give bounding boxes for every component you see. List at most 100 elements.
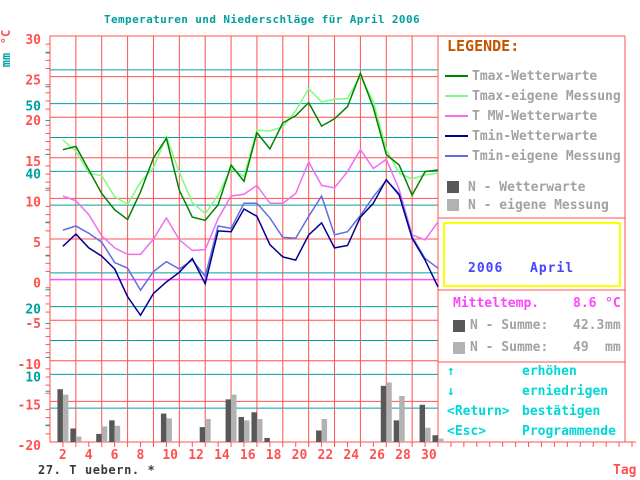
temp-tick-label: 30 <box>25 33 41 48</box>
arrow-up-icon: ↑ <box>447 364 455 379</box>
temp-tick-label: 25 <box>25 74 41 89</box>
precip-wetterwarte-swatch <box>453 319 465 332</box>
temp-tick-label: 20 <box>25 114 41 129</box>
precip-axis-unit-label: mm <box>0 52 14 68</box>
page-title: Temperaturen und Niederschläge für April… <box>103 13 420 26</box>
legend-line-swatch <box>445 135 468 137</box>
series-Tmax-Wetterwarte <box>62 71 439 222</box>
precip-sum-unit: mm <box>605 340 621 355</box>
precip-bar-eigene <box>425 427 431 442</box>
precip-bar-wetterwarte <box>238 416 244 442</box>
precip-sum-value: 42.3 <box>573 318 605 333</box>
temp-tick-label: 15 <box>25 155 41 170</box>
legend-line-swatch <box>445 155 468 157</box>
precip-bar-wetterwarte <box>419 404 426 442</box>
precip-tick-label: 10 <box>25 370 41 385</box>
legend-item-label: Tmax-Wetterwarte <box>472 68 598 84</box>
legend-line-swatch <box>445 75 468 77</box>
precip-bar-wetterwarte <box>70 428 76 442</box>
precip-bar-wetterwarte <box>264 437 270 442</box>
precip-sum-row-wetterwarte: N - Summe: 42.3 mm <box>453 318 623 333</box>
arrow-down-icon: ↓ <box>447 384 455 399</box>
temp-tick-label: -15 <box>18 398 41 413</box>
precip-bar-wetterwarte <box>160 413 167 442</box>
day-tick-label: 28 <box>395 448 411 463</box>
mean-temperature-label: Mitteltemp. <box>453 296 540 311</box>
legend-title: LEGENDE: <box>447 37 520 55</box>
precip-sum-value: 49 <box>573 340 589 355</box>
precip-sum-row-eigene: N - Summe: 49 mm <box>453 340 623 355</box>
day-tick-label: 12 <box>188 448 204 463</box>
precip-bar-eigene <box>231 394 237 442</box>
control-action-label: erniedrigen <box>522 384 609 399</box>
precip-bar-wetterwarte <box>251 412 257 442</box>
control-increase[interactable]: ↑ erhöhen <box>447 364 623 379</box>
legend-item: N - eigene Messung <box>445 197 623 213</box>
mean-temperature-unit: °C <box>605 296 621 311</box>
precip-bar-wetterwarte <box>380 385 387 442</box>
precip-bar-eigene <box>438 438 444 442</box>
precip-bar-wetterwarte <box>199 427 206 442</box>
precip-sum-unit: mm <box>605 318 621 333</box>
temp-tick-label: 5 <box>33 236 41 251</box>
day-tick-label: 8 <box>136 448 144 463</box>
precip-sum-label: N - Summe: <box>470 318 549 333</box>
series-Tmin-Wetterwarte <box>62 178 439 317</box>
period-month[interactable]: April <box>530 261 575 276</box>
day-tick-label: 26 <box>369 448 385 463</box>
series-T MW-Wetterwarte <box>62 148 439 256</box>
precip-bar-wetterwarte <box>96 433 102 442</box>
legend-box-swatch <box>447 181 459 193</box>
precip-sum-label: N - Summe: <box>470 340 549 355</box>
precip-bar-eigene <box>75 436 82 442</box>
legend-item: T MW-Wetterwarte <box>445 108 623 124</box>
precip-bar-eigene <box>114 425 121 442</box>
precip-bar-eigene <box>205 418 211 442</box>
precip-bar-wetterwarte <box>57 389 63 442</box>
legend-item-label: T MW-Wetterwarte <box>472 108 598 124</box>
precip-bar-wetterwarte <box>393 420 400 442</box>
day-tick-label: 22 <box>318 448 334 463</box>
precip-bar-eigene <box>101 426 108 442</box>
precip-bar-wetterwarte <box>225 399 232 442</box>
precip-bar-eigene <box>62 394 69 442</box>
control-action-label: bestätigen <box>522 404 601 419</box>
legend-line-swatch <box>445 115 468 117</box>
control-exit[interactable]: <Esc> Programmende <box>447 424 623 439</box>
legend-line-swatch <box>445 95 468 97</box>
precip-bar-eigene <box>166 418 172 442</box>
legend-item: Tmin-eigene Messung <box>445 148 623 164</box>
control-decrease[interactable]: ↓ erniedrigen <box>447 384 623 399</box>
control-action-label: erhöhen <box>522 364 577 379</box>
day-tick-label: 14 <box>214 448 230 463</box>
legend-item-label: N - Wetterwarte <box>468 179 586 195</box>
period-selector-box[interactable] <box>443 222 621 287</box>
mean-temperature-row: Mitteltemp. 8.6 °C <box>453 296 623 311</box>
day-tick-label: 10 <box>162 448 178 463</box>
period-year[interactable]: 2006 <box>468 261 504 276</box>
precip-eigene-swatch <box>453 341 465 354</box>
legend-item: Tmax-eigene Messung <box>445 88 623 104</box>
control-action-label: Programmende <box>522 424 616 439</box>
control-confirm[interactable]: <Return> bestätigen <box>447 404 623 419</box>
status-bar-text: 27. T uebern. * <box>38 463 156 477</box>
precip-tick-label: 50 <box>25 100 41 115</box>
return-key-label: <Return> <box>447 404 510 419</box>
x-axis-label: Tag <box>613 463 637 478</box>
day-tick-label: 6 <box>111 448 119 463</box>
precip-bar-eigene <box>386 382 392 442</box>
legend-item-label: Tmin-eigene Messung <box>472 148 621 164</box>
day-tick-label: 24 <box>343 448 359 463</box>
precip-bar-eigene <box>399 395 405 442</box>
mean-temperature-value: 8.6 <box>573 296 597 311</box>
series-Tmin-eigene Messung <box>62 179 439 292</box>
series-Tmax-eigene Messung <box>62 74 439 215</box>
temp-tick-label: -5 <box>25 317 41 332</box>
day-tick-label: 4 <box>85 448 93 463</box>
precip-bar-wetterwarte <box>316 430 322 442</box>
precip-bar-wetterwarte <box>432 435 438 442</box>
precip-tick-label: 40 <box>25 167 41 182</box>
temp-tick-label: 0 <box>33 277 41 292</box>
day-tick-label: 2 <box>59 448 67 463</box>
